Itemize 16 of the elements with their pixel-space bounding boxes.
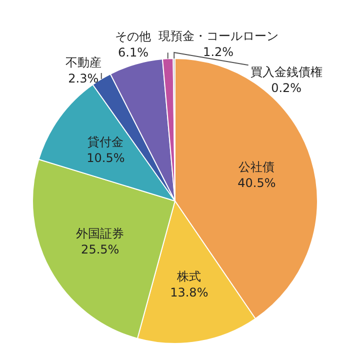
slice-label: 不動産: [65, 56, 102, 70]
data-label: 0.2%: [271, 81, 302, 96]
data-label: 2.3%: [68, 72, 99, 86]
slice-label: 株式: [176, 269, 202, 284]
data-label: 25.5%: [81, 242, 120, 256]
slice-label: 現預金・コールローン: [158, 29, 278, 44]
data-label: 13.8%: [170, 285, 208, 300]
slice-label: その他: [115, 30, 152, 44]
slice-label: 公社債: [238, 160, 275, 174]
slice-label: 外国証券: [76, 226, 124, 240]
slice-label: 貸付金: [88, 135, 124, 150]
data-label: 10.5%: [86, 151, 125, 166]
data-label: 6.1%: [118, 46, 148, 60]
data-label: 1.2%: [203, 45, 234, 60]
slice-label: 買入金銭債権: [250, 65, 322, 80]
data-label: 40.5%: [238, 176, 276, 190]
